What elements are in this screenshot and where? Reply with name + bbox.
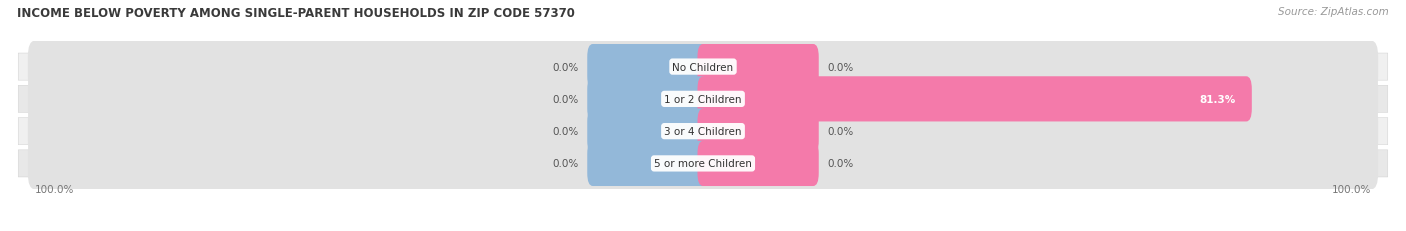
Text: Source: ZipAtlas.com: Source: ZipAtlas.com	[1278, 7, 1389, 17]
FancyBboxPatch shape	[28, 106, 1378, 157]
FancyBboxPatch shape	[697, 45, 818, 90]
FancyBboxPatch shape	[28, 138, 1378, 189]
FancyBboxPatch shape	[18, 54, 1388, 81]
Text: No Children: No Children	[672, 62, 734, 72]
FancyBboxPatch shape	[588, 45, 709, 90]
FancyBboxPatch shape	[28, 42, 1378, 93]
Text: 1 or 2 Children: 1 or 2 Children	[664, 94, 742, 104]
Text: 0.0%: 0.0%	[553, 94, 579, 104]
Text: 81.3%: 81.3%	[1199, 94, 1236, 104]
FancyBboxPatch shape	[697, 109, 818, 154]
Text: 0.0%: 0.0%	[827, 127, 853, 137]
FancyBboxPatch shape	[588, 109, 709, 154]
FancyBboxPatch shape	[588, 141, 709, 186]
Text: 3 or 4 Children: 3 or 4 Children	[664, 127, 742, 137]
Text: 0.0%: 0.0%	[827, 159, 853, 169]
Text: 100.0%: 100.0%	[35, 184, 75, 194]
FancyBboxPatch shape	[697, 77, 1251, 122]
Text: 0.0%: 0.0%	[553, 159, 579, 169]
Text: 5 or more Children: 5 or more Children	[654, 159, 752, 169]
FancyBboxPatch shape	[28, 74, 1378, 125]
FancyBboxPatch shape	[18, 150, 1388, 177]
Text: 0.0%: 0.0%	[827, 62, 853, 72]
Text: 0.0%: 0.0%	[553, 62, 579, 72]
Text: INCOME BELOW POVERTY AMONG SINGLE-PARENT HOUSEHOLDS IN ZIP CODE 57370: INCOME BELOW POVERTY AMONG SINGLE-PARENT…	[17, 7, 575, 20]
Text: 100.0%: 100.0%	[1331, 184, 1371, 194]
FancyBboxPatch shape	[697, 141, 818, 186]
Text: 0.0%: 0.0%	[553, 127, 579, 137]
FancyBboxPatch shape	[18, 118, 1388, 145]
FancyBboxPatch shape	[588, 77, 709, 122]
FancyBboxPatch shape	[18, 86, 1388, 113]
